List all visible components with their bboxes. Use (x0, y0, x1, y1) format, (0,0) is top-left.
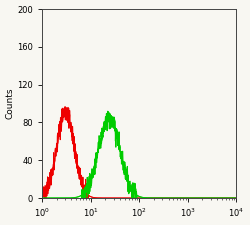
Y-axis label: Counts: Counts (6, 88, 15, 119)
